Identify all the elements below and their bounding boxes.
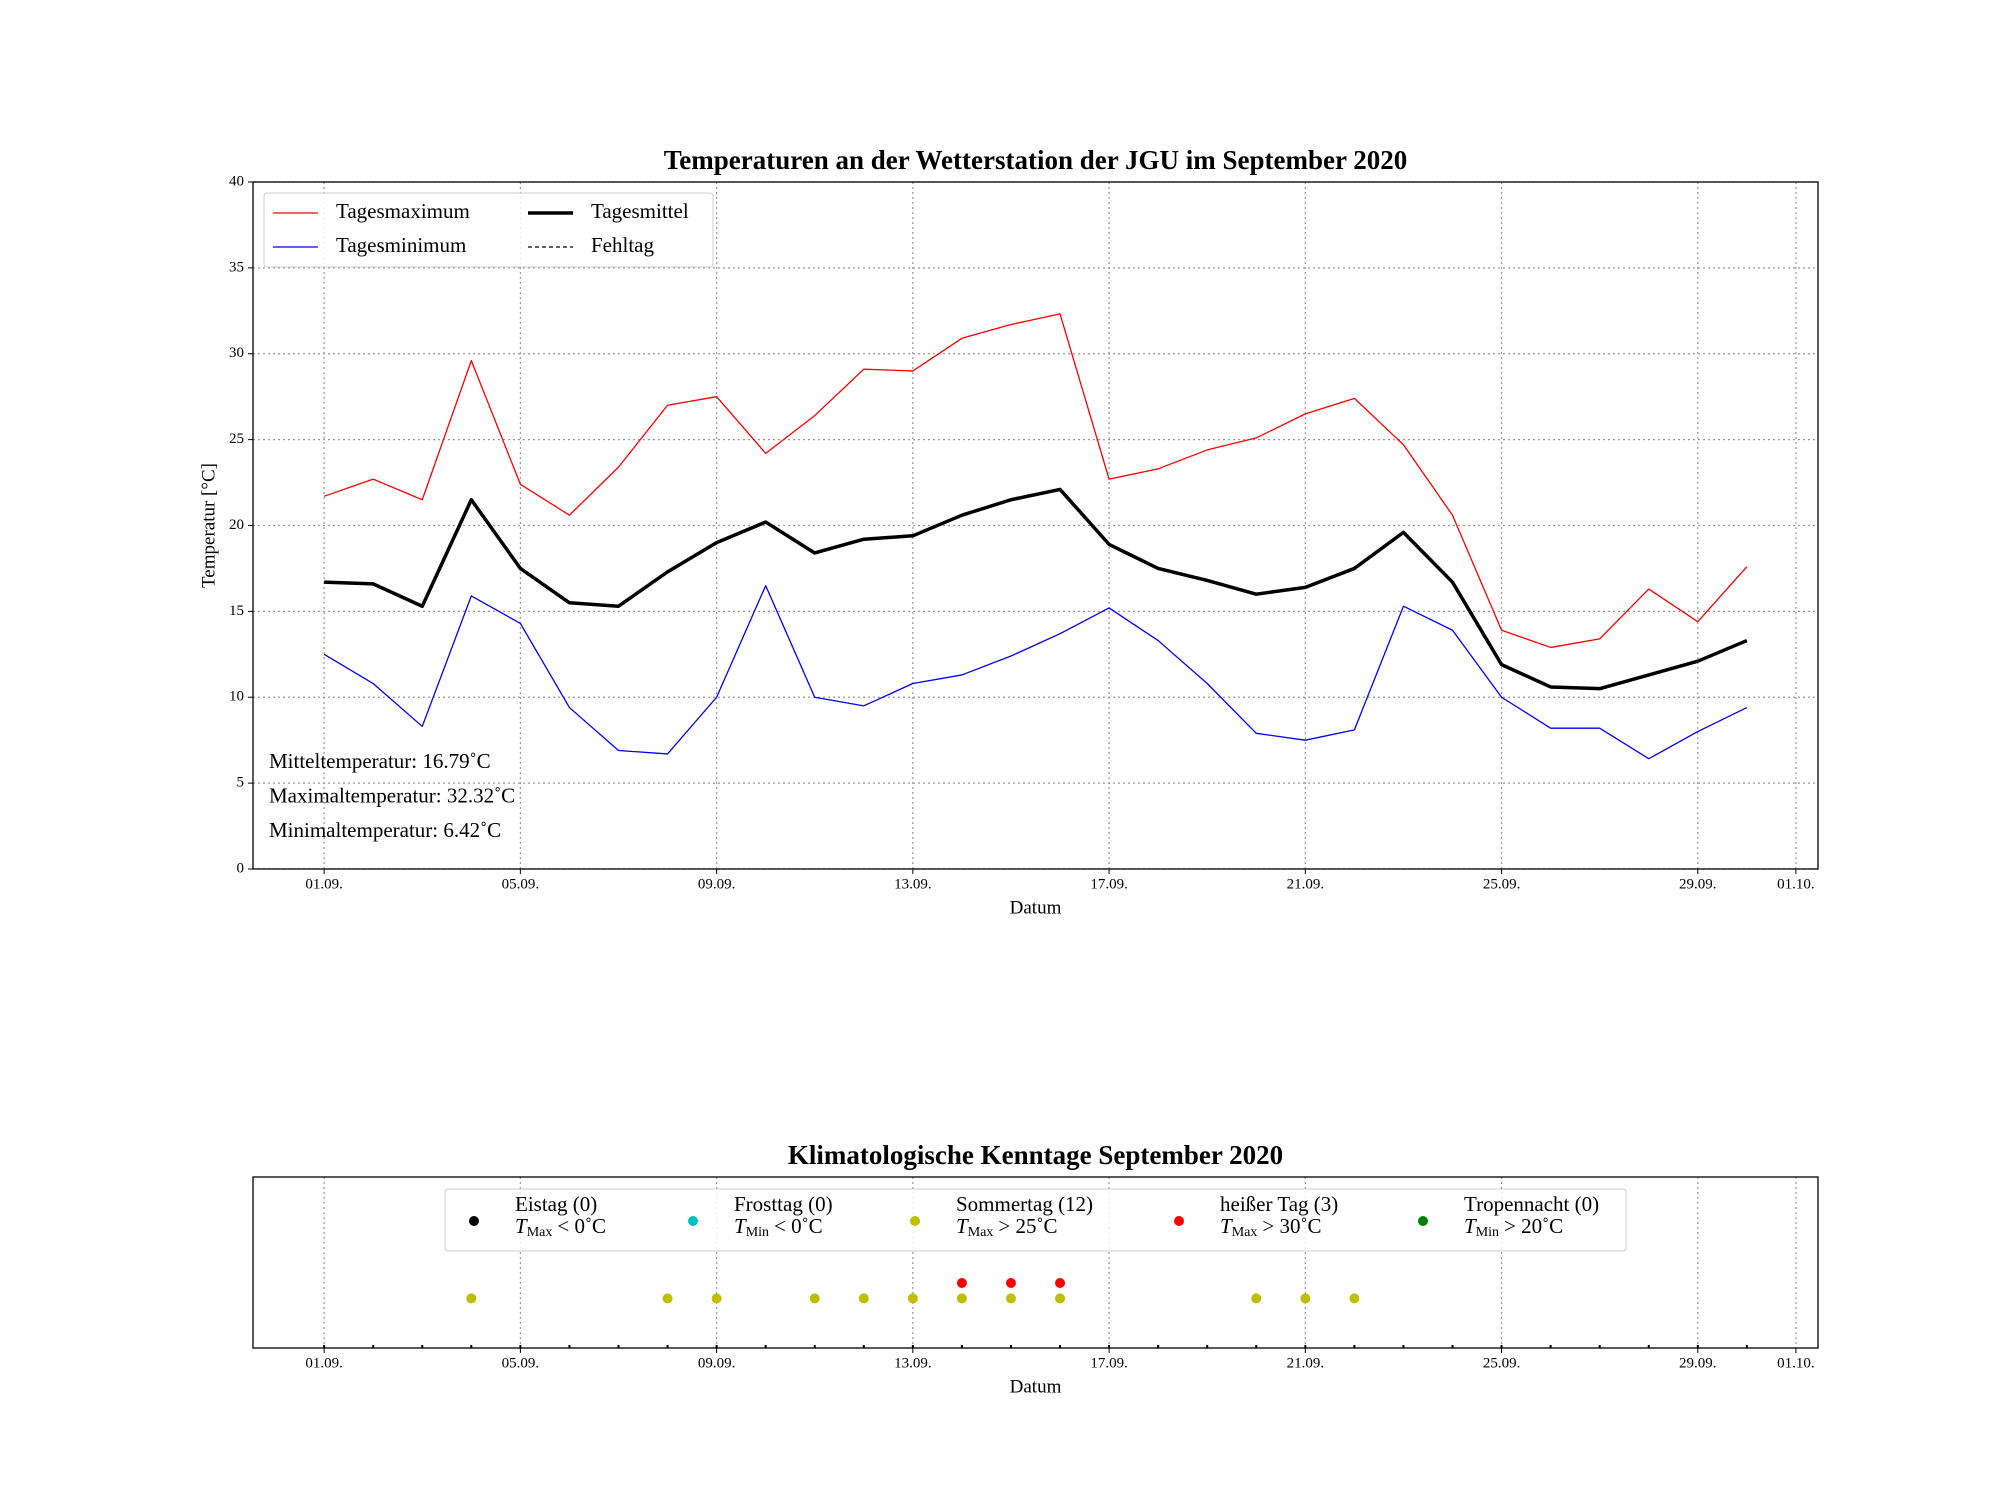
legend-label: Eistag (0) xyxy=(515,1192,597,1216)
legend-box xyxy=(263,192,714,268)
legend-marker xyxy=(1418,1216,1428,1226)
legend-label: Tagesmaximum xyxy=(336,199,470,223)
legend-marker xyxy=(688,1216,698,1226)
x-tick-label: 05.09. xyxy=(502,876,540,892)
legend-label: Fehltag xyxy=(591,233,654,257)
condition: > 20˚C xyxy=(1504,1214,1563,1238)
condition: < 0˚C xyxy=(557,1214,606,1238)
point xyxy=(466,1293,477,1304)
chart-title: Temperaturen an der Wetterstation der JG… xyxy=(664,145,1407,175)
series-line xyxy=(323,313,1748,649)
series-line xyxy=(324,487,1748,691)
legend-label: Sommertag (12) xyxy=(956,1192,1093,1216)
point xyxy=(809,1293,820,1304)
x-tick-label: 25.09. xyxy=(1483,1355,1521,1371)
y-tick-label: 40 xyxy=(229,173,244,189)
point xyxy=(662,1293,673,1304)
annotation: Minimaltemperatur: 6.42˚C xyxy=(269,818,501,842)
point xyxy=(1251,1293,1262,1304)
legend-condition: TMax > 30˚C xyxy=(1220,1214,1321,1240)
condition: > 25˚C xyxy=(998,1214,1057,1238)
symbol: T xyxy=(956,1214,969,1238)
subscript: Min xyxy=(746,1225,769,1240)
x-axis-label: Datum xyxy=(1010,897,1062,918)
chart-title: Klimatologische Kenntage September 2020 xyxy=(788,1140,1283,1170)
x-tick-label: 09.09. xyxy=(698,1355,736,1371)
x-tick-label: 13.09. xyxy=(894,876,932,892)
symbol: T xyxy=(515,1214,528,1238)
annotation: Mitteltemperatur: 16.79˚C xyxy=(269,749,491,773)
point xyxy=(1349,1293,1360,1304)
axes-frame xyxy=(252,181,1819,870)
x-tick-label: 17.09. xyxy=(1090,1355,1128,1371)
y-tick-label: 25 xyxy=(229,431,244,447)
point xyxy=(907,1293,918,1304)
y-tick-label: 5 xyxy=(237,775,245,791)
condition: > 30˚C xyxy=(1262,1214,1321,1238)
y-axis-label: Temperatur [°C] xyxy=(198,463,219,588)
x-tick-label: 25.09. xyxy=(1483,876,1521,892)
point xyxy=(1005,1278,1016,1289)
legend-label: Tropennacht (0) xyxy=(1464,1192,1599,1216)
series-line xyxy=(323,584,1748,760)
point xyxy=(1300,1293,1311,1304)
point xyxy=(1055,1293,1066,1304)
symbol: T xyxy=(1464,1214,1477,1238)
condition: < 0˚C xyxy=(774,1214,823,1238)
x-tick-label: 21.09. xyxy=(1287,1355,1325,1371)
x-tick-label: 29.09. xyxy=(1679,876,1717,892)
y-tick-label: 0 xyxy=(237,860,245,876)
point xyxy=(1005,1293,1016,1304)
x-tick-label: 09.09. xyxy=(698,876,736,892)
x-tick-label: 01.09. xyxy=(305,1355,343,1371)
x-tick-label: 29.09. xyxy=(1679,1355,1717,1371)
subscript: Min xyxy=(1476,1225,1499,1240)
x-axis-label: Datum xyxy=(1010,1376,1062,1397)
x-tick-label: 21.09. xyxy=(1287,876,1325,892)
x-tick-label: 17.09. xyxy=(1090,876,1128,892)
y-tick-label: 10 xyxy=(229,689,244,705)
point xyxy=(858,1293,869,1304)
x-tick-label: 01.09. xyxy=(305,876,343,892)
point xyxy=(711,1293,722,1304)
y-tick-label: 35 xyxy=(229,259,244,275)
x-tick-label: 13.09. xyxy=(894,1355,932,1371)
symbol: T xyxy=(1220,1214,1233,1238)
x-tick-label: 01.10. xyxy=(1777,1355,1815,1371)
x-tick-label: 01.10. xyxy=(1777,876,1815,892)
legend-marker xyxy=(469,1216,479,1226)
subscript: Max xyxy=(527,1225,553,1240)
legend-label: Tagesminimum xyxy=(336,233,466,257)
y-tick-label: 15 xyxy=(229,603,244,619)
legend-condition: TMin < 0˚C xyxy=(734,1214,823,1240)
legend-label: Tagesmittel xyxy=(591,199,689,223)
legend-condition: TMin > 20˚C xyxy=(1464,1214,1563,1240)
point xyxy=(956,1293,967,1304)
annotation: Maximaltemperatur: 32.32˚C xyxy=(269,783,515,807)
y-tick-label: 20 xyxy=(229,517,244,533)
legend-condition: TMax > 25˚C xyxy=(956,1214,1057,1240)
legend-marker xyxy=(1174,1216,1184,1226)
x-tick-label: 05.09. xyxy=(502,1355,540,1371)
point xyxy=(956,1278,967,1289)
legend-label: heißer Tag (3) xyxy=(1220,1192,1338,1216)
point xyxy=(1055,1278,1066,1289)
subscript: Max xyxy=(1232,1225,1258,1240)
legend-marker xyxy=(910,1216,920,1226)
symbol: T xyxy=(734,1214,747,1238)
axes-frame xyxy=(252,1176,1819,1349)
legend-box xyxy=(444,1188,1627,1252)
legend-condition: TMax < 0˚C xyxy=(515,1214,606,1240)
y-tick-label: 30 xyxy=(229,345,244,361)
legend-label: Frosttag (0) xyxy=(734,1192,833,1216)
subscript: Max xyxy=(968,1225,994,1240)
